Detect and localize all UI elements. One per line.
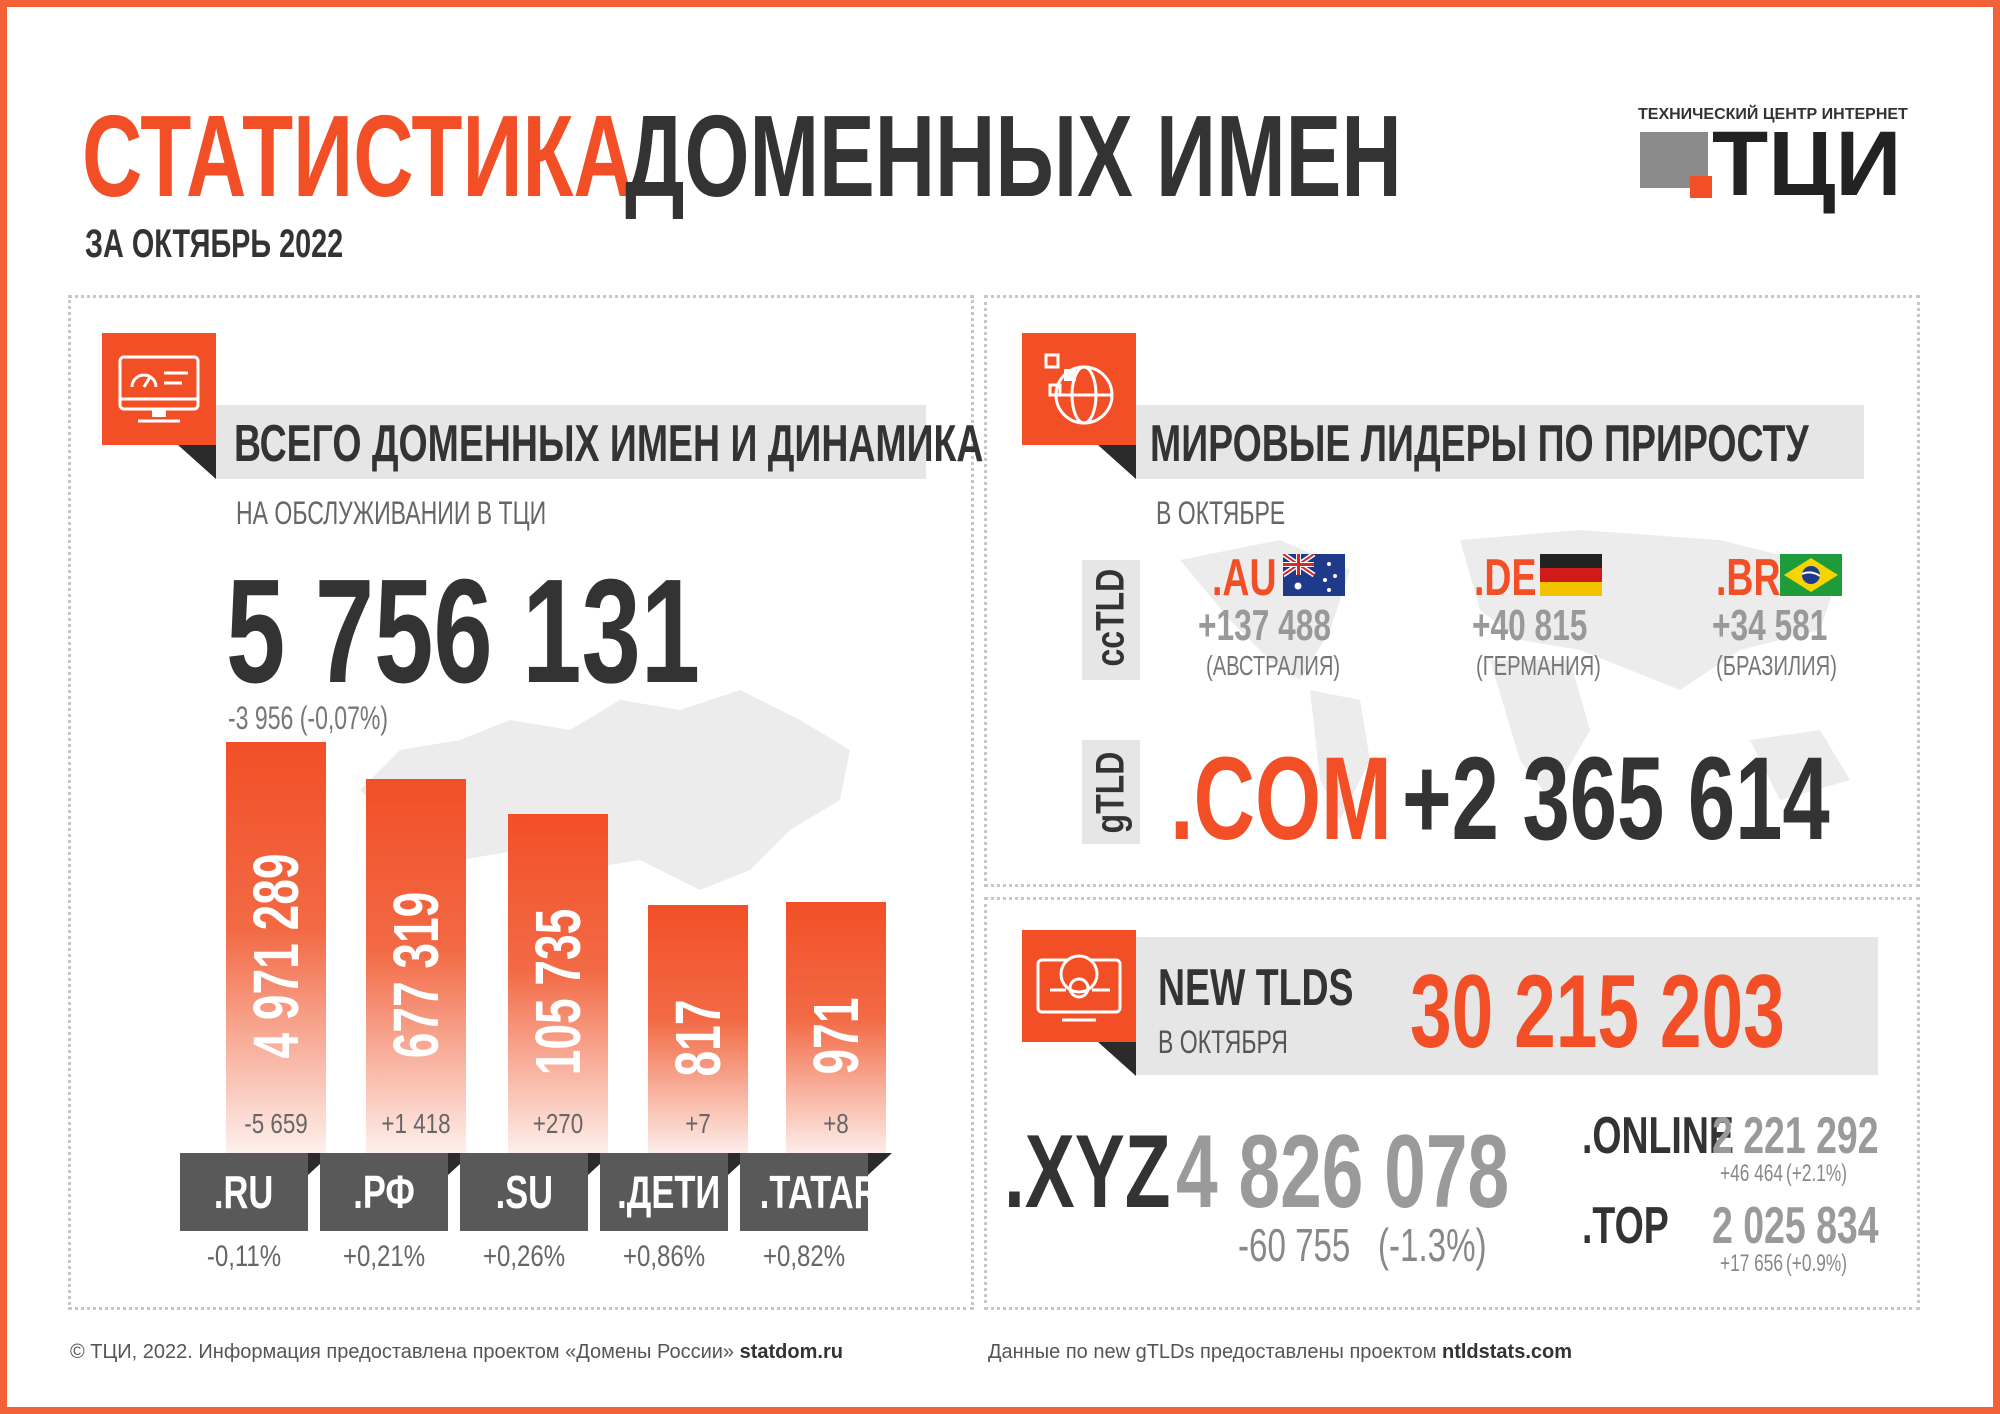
cctld-de-domain: .DE <box>1474 549 1537 607</box>
footer-right-text: Данные по new gTLDs предоставлены проект… <box>988 1341 1437 1363</box>
category-pct-label: -0,11% <box>206 1240 282 1273</box>
xyz-pct: (-1.3%) <box>1378 1219 1487 1271</box>
gtld-value: +2 365 614 <box>1402 733 1830 865</box>
new-tlds-icon-box <box>1022 930 1136 1042</box>
category-pct-label: +0,26% <box>482 1240 566 1273</box>
chart-bar <box>226 742 326 1160</box>
globe-network-icon <box>1044 353 1114 425</box>
top-pct: (+0.9%) <box>1786 1250 1847 1277</box>
cctld-de-country: (ГЕРМАНИЯ) <box>1476 650 1601 681</box>
chart-bar <box>508 814 608 1160</box>
right-title-fold <box>1098 445 1136 479</box>
gtld-label: gTLD <box>1088 751 1133 834</box>
new-tlds-bar <box>1136 937 1878 1075</box>
category-label: .РФ <box>353 1166 415 1218</box>
category-label: .SU <box>495 1166 553 1218</box>
top-value: 2 025 834 <box>1712 1197 1879 1255</box>
new-tlds-panel <box>984 897 1920 1310</box>
monitor-dashboard-icon <box>118 355 200 423</box>
cctld-label: ccTLD <box>1088 568 1133 667</box>
online-domain: .ONLINE <box>1582 1107 1734 1165</box>
category-tab: .РФ <box>320 1153 448 1231</box>
new-tlds-sublabel: В ОКТЯБРЯ <box>1158 1024 1288 1060</box>
russia-map-background <box>360 690 850 890</box>
right-top-panel <box>984 295 1920 887</box>
cctld-au-domain: .AU <box>1212 549 1277 607</box>
online-value: 2 221 292 <box>1712 1107 1879 1165</box>
left-panel <box>68 295 974 1310</box>
left-title-bar <box>216 405 926 479</box>
category-pct-label: +0,82% <box>762 1240 846 1273</box>
new-tlds-total: 30 215 203 <box>1410 954 1785 1070</box>
footer-left: © ТЦИ, 2022. Информация предоставлена пр… <box>70 1341 843 1364</box>
brazil-flag-icon <box>1780 554 1842 596</box>
statdom-link[interactable]: statdom.ru <box>739 1341 843 1363</box>
category-label: .ДЕТИ <box>617 1166 721 1218</box>
cctld-br-domain: .BR <box>1716 549 1781 607</box>
gtld-domain: .COM <box>1170 733 1392 865</box>
category-tab: .RU <box>180 1153 308 1231</box>
category-pct-label: +0,21% <box>342 1240 426 1273</box>
bar-value-label: 677 319 <box>380 891 452 1058</box>
subtitle: ЗА ОКТЯБРЬ 2022 <box>85 222 344 266</box>
top-change: +17 656 <box>1720 1250 1783 1277</box>
category-tab-fold <box>868 1153 892 1175</box>
xyz-value: 4 826 078 <box>1176 1114 1510 1230</box>
footer-left-text: © ТЦИ, 2022. Информация предоставлена пр… <box>70 1341 735 1363</box>
right-icon-box <box>1022 333 1136 445</box>
cctld-de-value: +40 815 <box>1472 601 1588 650</box>
category-pct-label: +0,86% <box>622 1240 706 1273</box>
bar-change-label: +8 <box>823 1108 849 1139</box>
xyz-domain: .XYZ <box>1004 1114 1171 1230</box>
chart-bar <box>786 901 886 1160</box>
globe-gear-monitor-icon <box>1036 954 1122 1022</box>
left-title-fold <box>178 445 216 479</box>
chart-bar <box>648 905 748 1160</box>
online-change: +46 464 <box>1720 1160 1783 1187</box>
title-orange: СТАТИСТИКА <box>82 91 634 221</box>
chart-bar <box>366 779 466 1160</box>
category-tab: .ДЕТИ <box>600 1153 728 1231</box>
category-label: .RU <box>214 1166 274 1218</box>
right-panel-title: МИРОВЫЕ ЛИДЕРЫ ПО ПРИРОСТУ <box>1150 415 1809 473</box>
bar-change-label: +7 <box>685 1108 711 1139</box>
title-dark: ДОМЕННЫХ ИМЕН <box>625 91 1402 221</box>
logo-accent-icon <box>1690 176 1712 198</box>
total-domains: 5 756 131 <box>226 549 701 714</box>
logo-text: ТЦИ <box>1712 113 1902 215</box>
cctld-au-value: +137 488 <box>1198 601 1332 650</box>
cctld-label-box: ccTLD <box>1082 560 1140 680</box>
footer-right: Данные по new gTLDs предоставлены проект… <box>988 1341 1572 1364</box>
category-label: .TATAR <box>759 1166 879 1218</box>
bar-change-label: +270 <box>532 1108 584 1139</box>
top-domain: .TOP <box>1582 1197 1669 1255</box>
left-panel-sublabel: НА ОБСЛУЖИВАНИИ В ТЦИ <box>236 495 547 531</box>
total-change: -3 956 (-0,07%) <box>228 700 389 736</box>
category-tab: .TATAR <box>740 1153 879 1231</box>
right-panel-sublabel: В ОКТЯБРЕ <box>1156 495 1286 531</box>
new-tlds-fold <box>1098 1042 1136 1076</box>
category-tab: .SU <box>460 1153 588 1231</box>
left-panel-title: ВСЕГО ДОМЕННЫХ ИМЕН И ДИНАМИКА <box>234 415 984 473</box>
bar-change-label: +1 418 <box>381 1108 451 1139</box>
cctld-au-country: (АВСТРАЛИЯ) <box>1206 650 1341 681</box>
xyz-change: -60 755 <box>1238 1219 1351 1271</box>
gtld-label-box: gTLD <box>1082 740 1140 844</box>
ntldstats-link[interactable]: ntldstats.com <box>1442 1341 1573 1363</box>
logo-caption: ТЕХНИЧЕСКИЙ ЦЕНТР ИНТЕРНЕТ <box>1638 106 1908 123</box>
australia-flag-icon <box>1283 554 1345 596</box>
new-tlds-title: NEW TLDS <box>1158 959 1354 1017</box>
online-pct: (+2.1%) <box>1786 1160 1847 1187</box>
right-title-bar <box>1136 405 1864 479</box>
bar-value-label: 105 735 <box>522 908 594 1076</box>
cctld-br-country: (БРАЗИЛИЯ) <box>1716 650 1837 681</box>
bar-value-label: 4 971 289 <box>240 853 312 1059</box>
left-icon-box <box>102 333 216 445</box>
bar-change-label: -5 659 <box>244 1108 308 1139</box>
cctld-br-value: +34 581 <box>1712 601 1828 650</box>
germany-flag-icon <box>1540 554 1602 596</box>
